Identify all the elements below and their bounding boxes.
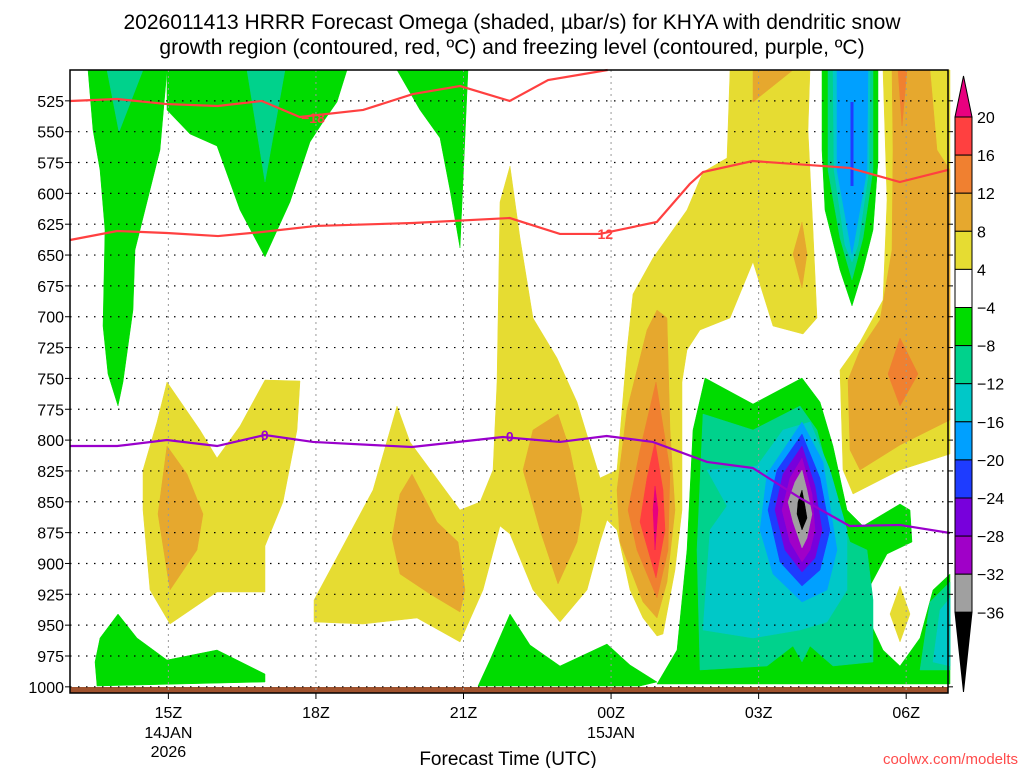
colorbar-swatch — [954, 116, 973, 156]
watermark: coolwx.com/modelts — [883, 751, 1018, 768]
y-tick-label: 650 — [37, 248, 64, 265]
y-tick-label: 950 — [37, 618, 64, 635]
contour-label-freezing-level: 0 — [261, 427, 269, 443]
x-tick-label: 06Z — [892, 705, 920, 722]
omega-region-o — [522, 413, 583, 585]
x-tick-date-label: 2026 — [151, 744, 187, 761]
y-tick-label: 975 — [37, 649, 64, 666]
contour-dgz-minus18 — [69, 68, 608, 119]
omega-region-o — [391, 473, 466, 613]
colorbar-label: −4 — [977, 301, 995, 318]
x-tick-label: 03Z — [745, 705, 773, 722]
omega-region-c — [932, 597, 951, 667]
x-tick-date-label: 15JAN — [587, 725, 635, 742]
colorbar-label: −36 — [977, 605, 1004, 622]
contour-lines: −18 −12 0 0 — [69, 68, 951, 535]
colorbar-label: −8 — [977, 339, 995, 356]
contour-label-dgz-minus18: −18 — [301, 110, 325, 126]
colorbar-label: −24 — [977, 491, 1004, 508]
x-axis-label: Forecast Time (UTC) — [419, 749, 596, 768]
omega-region-o — [792, 221, 808, 289]
omega-region-y — [313, 69, 818, 643]
colorbar-label: −12 — [977, 377, 1004, 394]
x-axis-ticks: 15Z 14JAN 2026 18Z 21Z 00Z 15JAN 03Z 06Z — [144, 693, 920, 761]
colorbar-label: 20 — [977, 110, 995, 127]
colorbar-swatch — [954, 230, 973, 270]
colorbar-swatch — [954, 345, 973, 385]
contour-label-dgz-minus12: −12 — [589, 226, 613, 242]
y-tick-label: 575 — [37, 156, 64, 173]
x-tick-date-label: 14JAN — [144, 725, 192, 742]
colorbar-label: −28 — [977, 529, 1004, 546]
y-tick-label: 900 — [37, 556, 64, 573]
y-tick-label: 1000 — [28, 680, 64, 697]
y-tick-label: 825 — [37, 464, 64, 481]
chart-title-line-2: growth region (contoured, red, ºC) and f… — [159, 36, 864, 59]
plot-frame — [69, 69, 949, 694]
colorbar-swatch — [954, 192, 973, 232]
colorbar-label: 16 — [977, 148, 995, 165]
grid-lines — [70, 70, 948, 693]
chart-title-line-1: 2026011413 HRRR Forecast Omega (shaded, … — [123, 11, 901, 34]
contour-dgz-minus12 — [69, 159, 949, 242]
colorbar-swatch — [954, 383, 973, 423]
contour-label-freezing-level: 0 — [506, 428, 514, 444]
colorbar: 20 16 12 8 4 −4 −8 −12 −16 −20 −24 −28 −32 −36 — [954, 75, 1004, 693]
y-axis-ticks: 525 550 575 600 625 650 675 700 725 750 775 800 825 8… — [28, 94, 953, 697]
y-tick-label: 625 — [37, 217, 64, 234]
omega-region-r — [639, 441, 666, 579]
colorbar-swatch — [954, 268, 973, 308]
y-tick-label: 925 — [37, 587, 64, 604]
y-tick-label: 750 — [37, 371, 64, 388]
y-tick-label: 550 — [37, 125, 64, 142]
omega-region-g — [477, 613, 658, 687]
contour-freezing-level — [70, 433, 951, 535]
y-tick-label: 775 — [37, 402, 64, 419]
y-tick-label: 675 — [37, 279, 64, 296]
colorbar-label: 8 — [977, 224, 986, 241]
ground-terrain — [70, 687, 948, 693]
omega-region-o — [157, 445, 204, 591]
x-tick-label: 18Z — [302, 705, 330, 722]
colorbar-swatch — [954, 573, 973, 613]
colorbar-swatch — [954, 421, 973, 461]
y-tick-label: 850 — [37, 495, 64, 512]
colorbar-swatch — [954, 535, 973, 575]
colorbar-swatch — [954, 307, 973, 347]
colorbar-label: −20 — [977, 453, 1004, 470]
omega-region-g — [94, 613, 266, 687]
colorbar-label: 4 — [977, 262, 986, 279]
x-tick-label: 00Z — [597, 705, 625, 722]
colorbar-under-triangle — [954, 611, 973, 693]
omega-region-g — [87, 69, 168, 407]
omega-shading — [87, 69, 951, 687]
y-tick-label: 525 — [37, 94, 64, 111]
plot-area: −18 −12 0 0 — [69, 68, 951, 694]
colorbar-label: −32 — [977, 567, 1004, 584]
colorbar-label: 12 — [977, 186, 995, 203]
x-tick-label: 21Z — [450, 705, 478, 722]
colorbar-swatch — [954, 459, 973, 499]
y-tick-label: 700 — [37, 310, 64, 327]
colorbar-swatch — [954, 154, 973, 194]
omega-region-o2 — [887, 337, 919, 407]
colorbar-over-triangle — [954, 75, 973, 118]
colorbar-swatch — [954, 497, 973, 537]
x-tick-label: 15Z — [155, 705, 183, 722]
y-tick-label: 600 — [37, 186, 64, 203]
y-tick-label: 725 — [37, 341, 64, 358]
colorbar-label: −16 — [977, 415, 1004, 432]
y-tick-label: 875 — [37, 526, 64, 543]
omega-region-o — [847, 69, 951, 471]
y-tick-label: 800 — [37, 433, 64, 450]
